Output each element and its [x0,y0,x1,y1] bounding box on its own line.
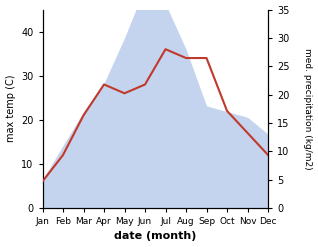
Y-axis label: max temp (C): max temp (C) [5,75,16,143]
X-axis label: date (month): date (month) [114,231,197,242]
Y-axis label: med. precipitation (kg/m2): med. precipitation (kg/m2) [303,48,313,169]
